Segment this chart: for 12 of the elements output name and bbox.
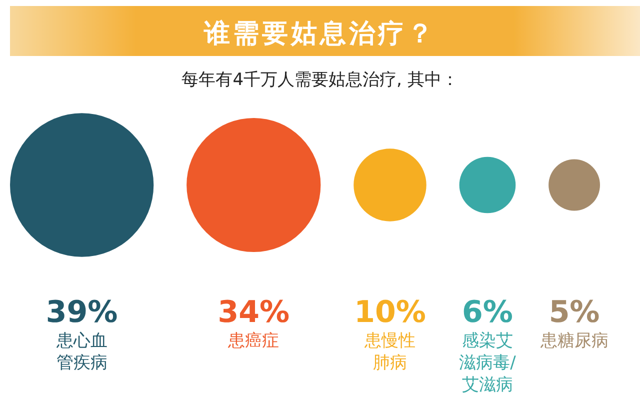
data-label: 6% bbox=[462, 295, 513, 330]
category-label: 患慢性肺病 bbox=[363, 331, 416, 373]
category-label: 患癌症 bbox=[227, 331, 280, 351]
data-label: 10% bbox=[354, 295, 426, 330]
text: 每年有4千万人需要姑息治疗, 其中： bbox=[182, 70, 458, 90]
category-label: 感染艾滋病毒/艾滋病 bbox=[459, 331, 516, 395]
data-label: 34% bbox=[218, 295, 290, 330]
category-label: 患心血管疾病 bbox=[55, 331, 108, 373]
category-label: 患糖尿病 bbox=[539, 331, 608, 351]
text: 谁需要姑息治疗？ bbox=[203, 19, 436, 49]
data-label: 39% bbox=[46, 295, 118, 330]
data-label: 5% bbox=[548, 295, 600, 330]
